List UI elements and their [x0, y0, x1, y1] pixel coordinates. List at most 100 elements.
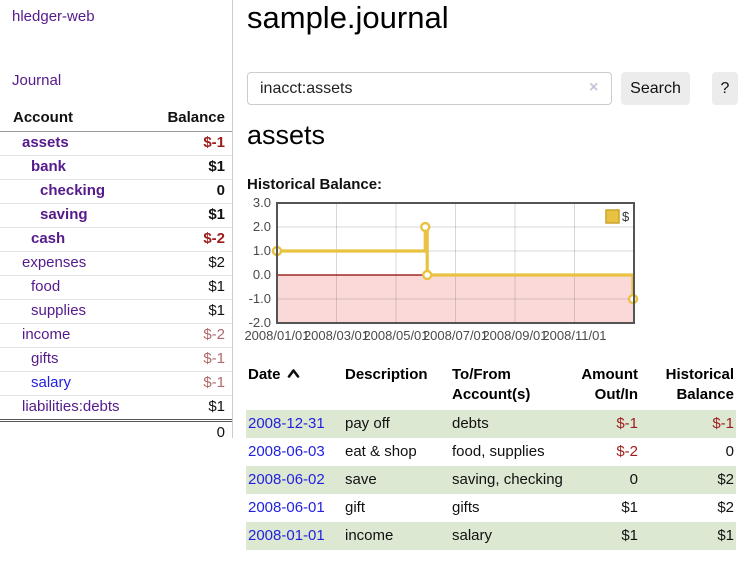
transaction-balance: 0 — [725, 443, 734, 460]
account-balance: $1 — [143, 299, 232, 324]
accounts-total-value: 0 — [0, 419, 232, 445]
account-row: assets $-1 — [0, 131, 232, 156]
account-link-gifts[interactable]: gifts — [31, 350, 59, 367]
account-row: bank $1 — [0, 155, 232, 180]
transaction-date-link[interactable]: 2008-06-02 — [248, 471, 325, 488]
transaction-description: save — [345, 471, 377, 488]
account-balance: $-1 — [143, 371, 232, 396]
sidebar-item-journal[interactable]: Journal — [12, 72, 62, 89]
account-row: expenses $2 — [0, 251, 232, 276]
transaction-accounts: salary — [452, 527, 493, 544]
transaction-row: 2008-06-03 eat & shop food, supplies $-2 0 — [246, 438, 736, 466]
svg-text:-1.0: -1.0 — [249, 291, 271, 306]
svg-text:2008/07/01: 2008/07/01 — [423, 328, 488, 343]
transaction-date-link[interactable]: 2008-01-01 — [248, 527, 325, 544]
transaction-accounts: gifts — [452, 499, 480, 516]
transaction-description: gift — [345, 499, 366, 516]
transaction-description: income — [345, 527, 394, 544]
help-button[interactable]: ? — [712, 72, 738, 105]
transaction-row: 2008-06-01 gift gifts $1 $2 — [246, 494, 736, 522]
transaction-accounts: saving, checking — [452, 471, 563, 488]
caret-up-icon — [287, 369, 299, 378]
sidebar: hledger-web Journal Account Balance asse… — [0, 0, 233, 445]
page-title: sample.journal — [247, 0, 449, 35]
account-balance: $2 — [143, 251, 232, 276]
account-link-bank[interactable]: bank — [31, 158, 67, 175]
svg-text:2008/11/01: 2008/11/01 — [542, 328, 606, 343]
account-balance: $1 — [143, 275, 232, 300]
register-table: Date Description To/From Account(s) Amou… — [246, 362, 736, 550]
chart-title: Historical Balance: — [247, 176, 383, 193]
account-row: supplies $1 — [0, 299, 232, 324]
accounts-header-balance: Balance — [143, 106, 232, 132]
register-header-description: Description — [345, 366, 428, 383]
transaction-date-link[interactable]: 2008-06-03 — [248, 443, 325, 460]
account-link-cash[interactable]: cash — [31, 230, 66, 247]
svg-text:2.0: 2.0 — [253, 219, 271, 234]
svg-text:2008/05/01: 2008/05/01 — [363, 328, 428, 343]
transaction-row: 2008-01-01 income salary $1 $1 — [246, 522, 736, 550]
transaction-accounts: food, supplies — [452, 443, 545, 460]
transaction-row: 2008-12-31 pay off debts $-1 $-1 — [246, 410, 736, 438]
account-row: checking 0 — [0, 179, 232, 204]
account-row: gifts $-1 — [0, 347, 232, 372]
transaction-amount: $1 — [621, 499, 638, 516]
account-row: saving $1 — [0, 203, 232, 228]
transaction-amount: $1 — [621, 527, 638, 544]
account-balance: $-2 — [143, 323, 232, 348]
register-header-date[interactable]: Date — [246, 362, 343, 410]
account-balance: 0 — [143, 179, 232, 204]
brand-link[interactable]: hledger-web — [12, 8, 95, 25]
svg-text:1.0: 1.0 — [253, 243, 271, 258]
account-balance: $-1 — [143, 347, 232, 372]
transaction-balance: $2 — [717, 499, 734, 516]
transaction-balance: $1 — [717, 527, 734, 544]
search-input[interactable] — [247, 72, 612, 105]
account-balance: $-1 — [143, 131, 232, 156]
account-link-supplies[interactable]: supplies — [31, 302, 87, 319]
account-row: liabilities:debts $1 — [0, 395, 232, 421]
account-balance: $1 — [143, 155, 232, 180]
account-link-salary[interactable]: salary — [31, 374, 72, 391]
accounts-table: Account Balance assets $-1 bank $1 checking 0… — [0, 106, 232, 445]
account-row: cash $-2 — [0, 227, 232, 252]
accounts-header-account: Account — [0, 106, 144, 132]
svg-text:2008/03/01: 2008/03/01 — [304, 328, 369, 343]
transaction-date-link[interactable]: 2008-12-31 — [248, 415, 325, 432]
account-link-assets[interactable]: assets — [22, 134, 69, 151]
transaction-balance: $-1 — [712, 415, 734, 432]
clear-search-icon[interactable]: × — [589, 79, 599, 96]
transaction-amount: $-1 — [616, 415, 638, 432]
transaction-description: pay off — [345, 415, 390, 432]
transaction-amount: $-2 — [616, 443, 638, 460]
historical-balance-chart: $3.0 2.0 1.0 0.0 -1.0 -2.02008/01/012008/03/0… — [244, 196, 639, 343]
account-row: income $-2 — [0, 323, 232, 348]
transaction-balance: $2 — [717, 471, 734, 488]
account-balance: $1 — [143, 395, 232, 421]
svg-text:$: $ — [622, 209, 630, 224]
account-heading: assets — [247, 120, 326, 150]
account-link-saving[interactable]: saving — [40, 206, 88, 223]
account-link-food[interactable]: food — [31, 278, 61, 295]
account-row: salary $-1 — [0, 371, 232, 396]
search-button[interactable]: Search — [621, 72, 690, 105]
account-balance: $-2 — [143, 227, 232, 252]
svg-text:3.0: 3.0 — [253, 196, 271, 210]
transaction-accounts: debts — [452, 415, 489, 432]
transaction-amount: 0 — [629, 471, 638, 488]
transaction-date-link[interactable]: 2008-06-01 — [248, 499, 325, 516]
account-row: food $1 — [0, 275, 232, 300]
register-table-body: 2008-12-31 pay off debts $-1 $-1 2008-06-03 ea… — [246, 410, 736, 550]
account-link-liabilities-debts[interactable]: liabilities:debts — [22, 398, 120, 415]
account-balance: $1 — [143, 203, 232, 228]
transaction-description: eat & shop — [345, 443, 417, 460]
svg-text:2008/09/01: 2008/09/01 — [482, 328, 547, 343]
account-link-income[interactable]: income — [22, 326, 71, 343]
account-link-checking[interactable]: checking — [40, 182, 106, 199]
accounts-table-body: assets $-1 bank $1 checking 0 saving $1 cash $-2 e… — [0, 131, 232, 421]
transaction-row: 2008-06-02 save saving, checking 0 $2 — [246, 466, 736, 494]
register-header-accounts: To/From Account(s) — [452, 366, 531, 403]
account-link-expenses[interactable]: expenses — [22, 254, 87, 271]
accounts-total-row: 0 — [0, 419, 232, 445]
